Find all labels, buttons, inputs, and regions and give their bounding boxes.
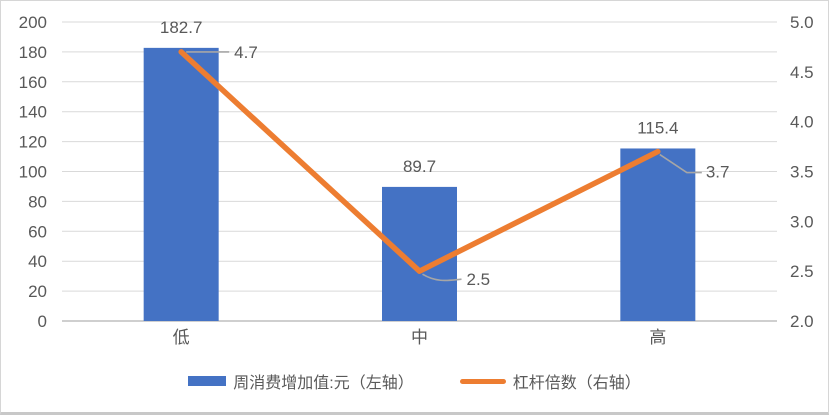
left-axis-tick-label: 120 (19, 133, 47, 152)
legend-item-bar-series: 周消费增加值:元（左轴） (188, 369, 414, 393)
left-axis-tick-label: 0 (38, 312, 47, 331)
line-data-label: 2.5 (467, 270, 491, 289)
right-axis-tick-label: 2.0 (790, 312, 814, 331)
line-series-swatch-icon (459, 378, 506, 384)
leader-line (422, 273, 462, 282)
left-axis-tick-label: 40 (28, 252, 47, 271)
legend-item-line-series: 杠杆倍数（右轴） (459, 369, 641, 393)
left-axis-tick-label: 100 (19, 163, 47, 182)
bar (382, 186, 457, 321)
right-axis-tick-label: 4.5 (790, 63, 814, 82)
left-axis-tick-label: 80 (28, 192, 47, 211)
right-axis-tick-label: 3.0 (790, 212, 814, 231)
bar-data-label: 89.7 (403, 157, 436, 176)
left-axis-tick-label: 20 (28, 282, 47, 301)
left-axis-tick-label: 200 (19, 13, 47, 32)
category-label: 中 (411, 328, 428, 347)
line-data-label: 3.7 (706, 163, 730, 182)
legend-line-series-label: 杠杆倍数（右轴） (512, 375, 641, 392)
right-axis-tick-label: 4.0 (790, 113, 814, 132)
chart-plot-area: 0 20 40 60 80 100 120 140 160 180 200 2.0 2.5 3.0 3.5 4… (19, 13, 814, 347)
bar-data-label: 115.4 (637, 118, 678, 137)
line-data-label: 4.7 (234, 43, 258, 62)
left-axis-tick-label: 140 (19, 103, 47, 122)
left-axis-tick-label: 180 (19, 43, 47, 62)
right-axis-tick-label: 3.5 (790, 163, 814, 182)
category-label: 低 (173, 328, 190, 347)
category-label: 高 (649, 328, 666, 347)
right-axis-tick-label: 2.5 (790, 262, 814, 281)
chart-legend: 周消费增加值:元（左轴） 杠杆倍数（右轴） (1, 369, 828, 393)
bar (620, 148, 696, 321)
left-axis-tick-label: 60 (28, 222, 47, 241)
leader-line (659, 153, 702, 174)
line-series-path (178, 49, 661, 274)
left-axis-tick-label: 160 (19, 73, 47, 92)
right-axis-tick-label: 5.0 (790, 13, 814, 32)
bar-series-swatch-icon (188, 376, 227, 386)
legend-bar-series-label: 周消费增加值:元（左轴） (233, 375, 414, 392)
bar (143, 47, 219, 322)
bar-data-label: 182.7 (160, 18, 203, 37)
